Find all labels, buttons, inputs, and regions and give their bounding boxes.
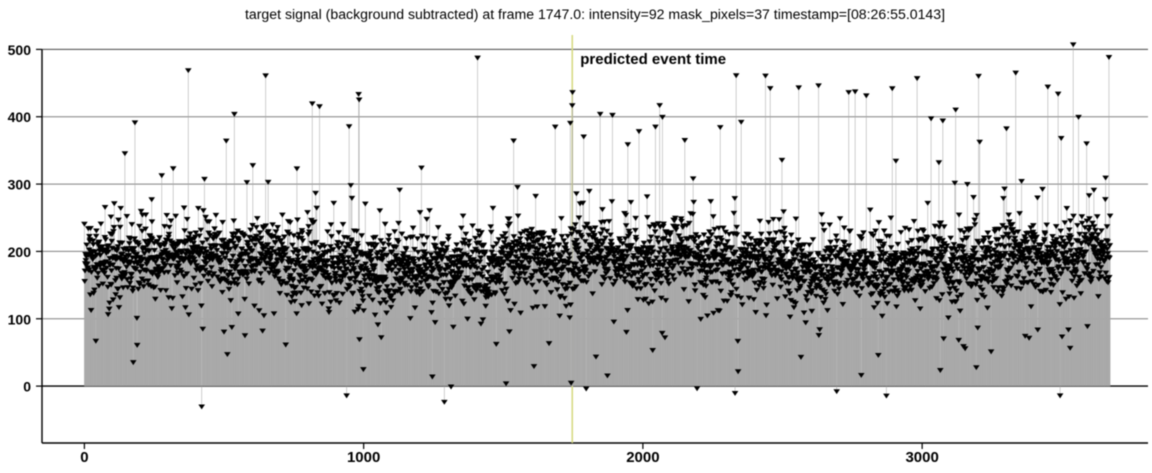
svg-text:3000: 3000 xyxy=(905,449,938,466)
svg-text:500: 500 xyxy=(8,42,32,58)
svg-text:1000: 1000 xyxy=(347,449,380,466)
svg-text:200: 200 xyxy=(8,244,32,260)
svg-text:0: 0 xyxy=(23,379,31,395)
svg-text:0: 0 xyxy=(80,449,88,466)
svg-text:300: 300 xyxy=(8,177,32,193)
svg-text:400: 400 xyxy=(8,109,32,125)
svg-text:100: 100 xyxy=(8,311,32,327)
svg-text:2000: 2000 xyxy=(626,449,659,466)
